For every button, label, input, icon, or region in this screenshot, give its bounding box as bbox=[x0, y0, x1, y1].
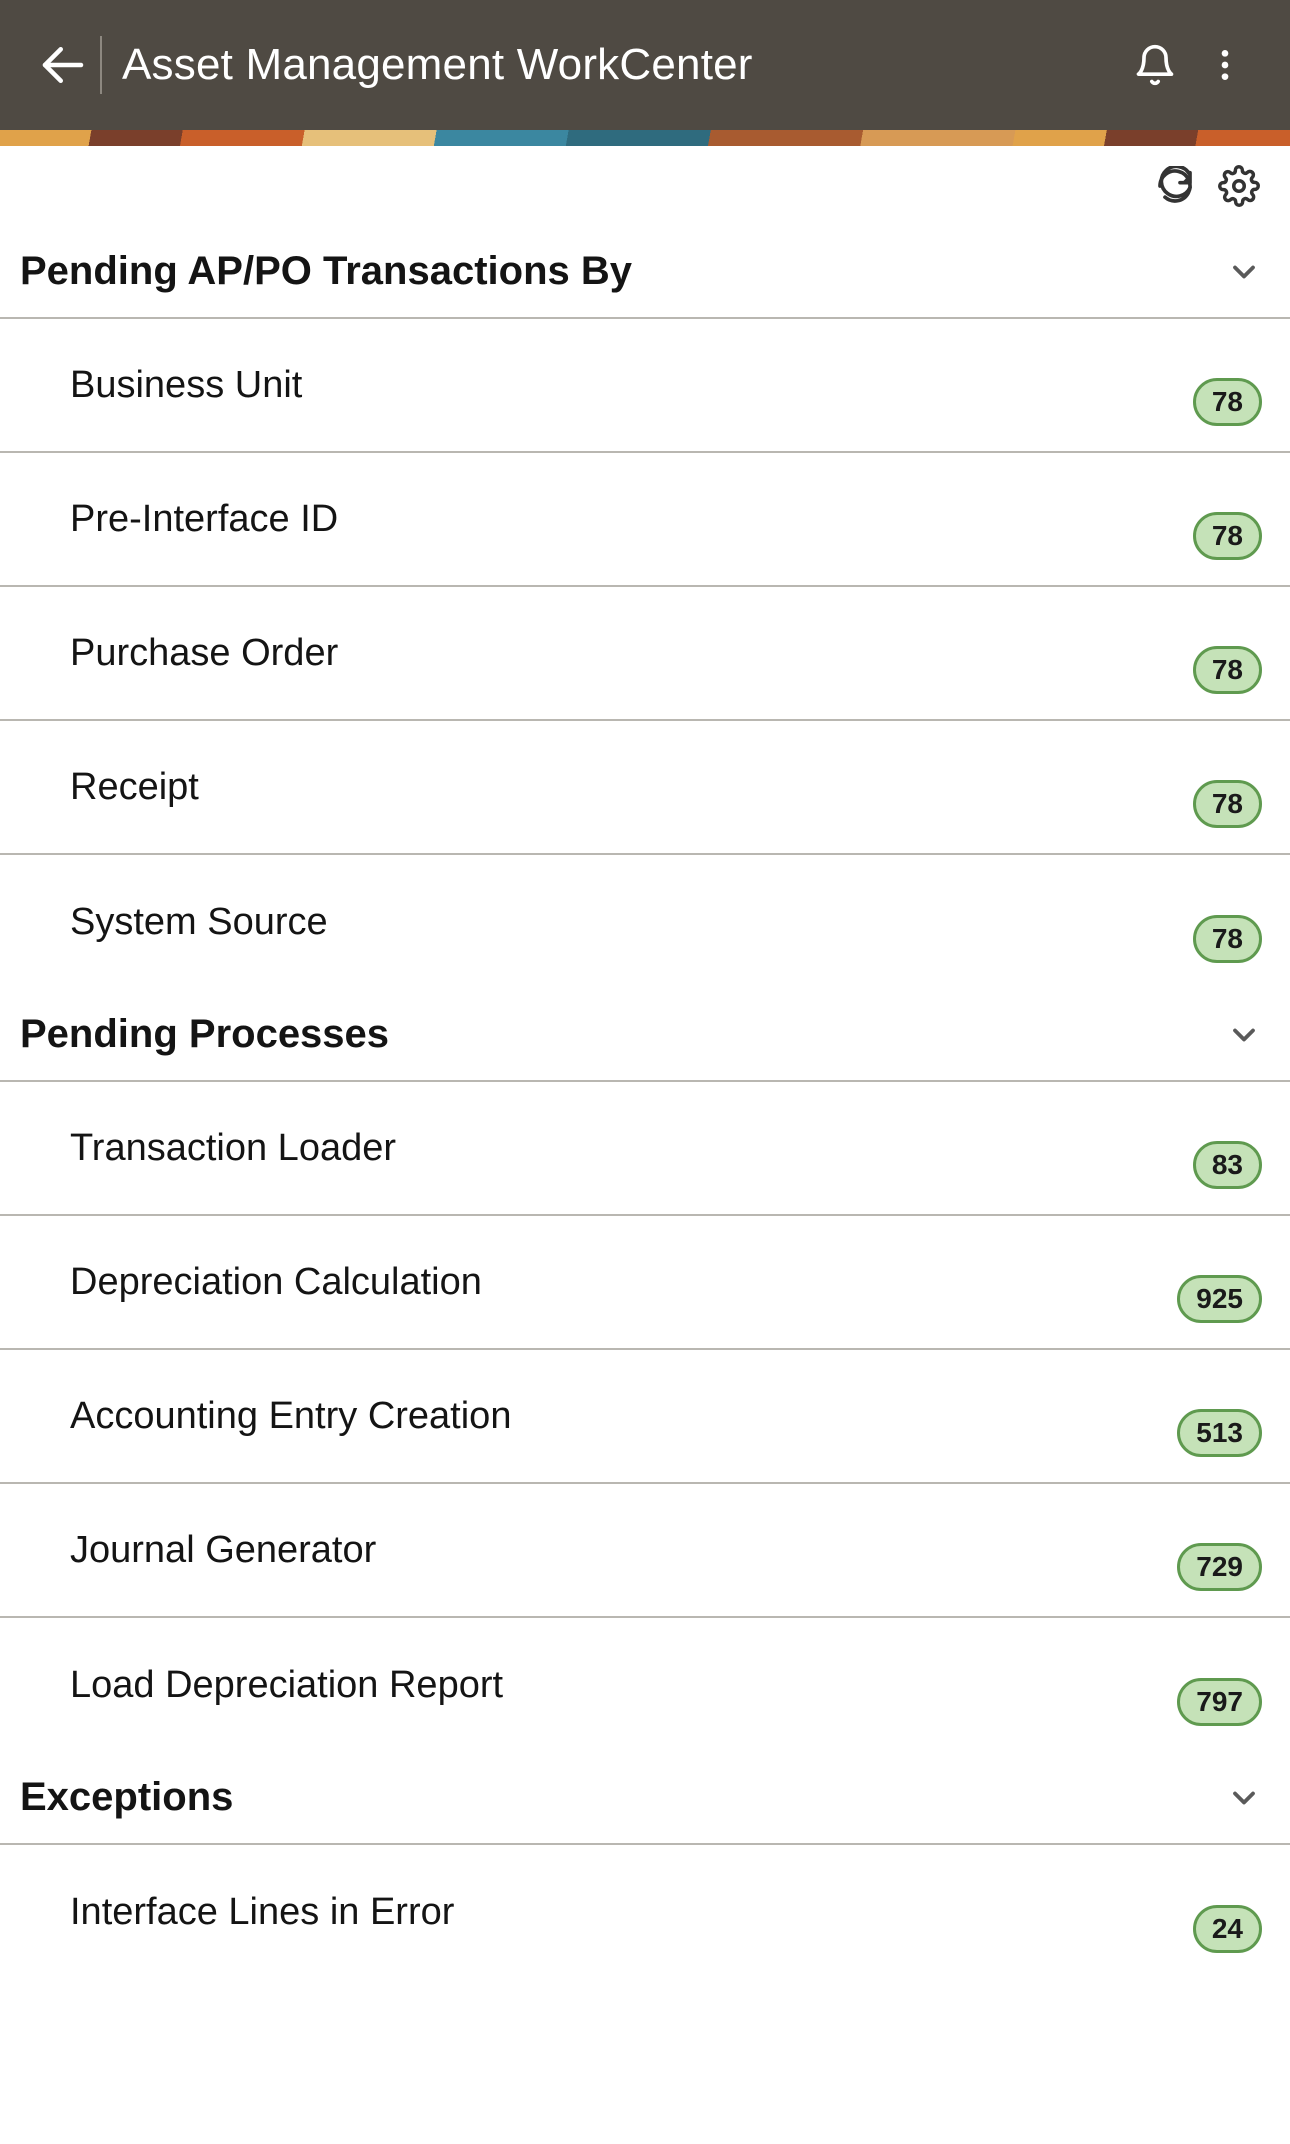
list-item[interactable]: Transaction Loader 83 bbox=[0, 1082, 1290, 1216]
list-item[interactable]: Interface Lines in Error 24 bbox=[0, 1845, 1290, 1979]
header-divider bbox=[100, 36, 102, 94]
settings-button[interactable] bbox=[1216, 163, 1262, 209]
list-item-label: Business Unit bbox=[70, 364, 302, 407]
list-item-label: Load Depreciation Report bbox=[70, 1664, 503, 1707]
list-item-label: Purchase Order bbox=[70, 632, 338, 675]
page-toolbar bbox=[0, 146, 1290, 226]
count-badge: 78 bbox=[1193, 780, 1262, 828]
list-item-label: System Source bbox=[70, 901, 328, 944]
count-badge: 24 bbox=[1193, 1905, 1262, 1953]
section-title: Exceptions bbox=[20, 1775, 233, 1820]
list-item-label: Interface Lines in Error bbox=[70, 1891, 454, 1934]
count-badge: 78 bbox=[1193, 915, 1262, 963]
chevron-down-icon bbox=[1226, 1011, 1262, 1058]
section-header-exceptions[interactable]: Exceptions bbox=[0, 1752, 1290, 1845]
list-item[interactable]: Purchase Order 78 bbox=[0, 587, 1290, 721]
kebab-icon bbox=[1205, 45, 1245, 85]
bell-icon bbox=[1133, 43, 1177, 87]
list-item[interactable]: Depreciation Calculation 925 bbox=[0, 1216, 1290, 1350]
gear-icon bbox=[1218, 165, 1260, 207]
section-header-pending-processes[interactable]: Pending Processes bbox=[0, 989, 1290, 1082]
count-badge: 78 bbox=[1193, 646, 1262, 694]
actions-menu-button[interactable] bbox=[1190, 30, 1260, 100]
list-item-label: Receipt bbox=[70, 766, 199, 809]
decorative-band bbox=[0, 130, 1290, 146]
count-badge: 797 bbox=[1177, 1678, 1262, 1726]
chevron-down-icon bbox=[1226, 248, 1262, 295]
list-item[interactable]: Load Depreciation Report 797 bbox=[0, 1618, 1290, 1752]
refresh-icon bbox=[1155, 166, 1195, 206]
list-item-label: Transaction Loader bbox=[70, 1127, 396, 1170]
list-item[interactable]: System Source 78 bbox=[0, 855, 1290, 989]
section-header-pending-ap-po[interactable]: Pending AP/PO Transactions By bbox=[0, 226, 1290, 319]
section-title: Pending Processes bbox=[20, 1012, 389, 1057]
chevron-down-icon bbox=[1226, 1774, 1262, 1821]
list-item[interactable]: Accounting Entry Creation 513 bbox=[0, 1350, 1290, 1484]
list-item[interactable]: Journal Generator 729 bbox=[0, 1484, 1290, 1618]
list-item[interactable]: Pre-Interface ID 78 bbox=[0, 453, 1290, 587]
page-title: Asset Management WorkCenter bbox=[122, 40, 1120, 90]
count-badge: 78 bbox=[1193, 512, 1262, 560]
refresh-button[interactable] bbox=[1152, 163, 1198, 209]
count-badge: 513 bbox=[1177, 1409, 1262, 1457]
list-item-label: Accounting Entry Creation bbox=[70, 1395, 511, 1438]
notifications-button[interactable] bbox=[1120, 30, 1190, 100]
list-item[interactable]: Business Unit 78 bbox=[0, 319, 1290, 453]
count-badge: 78 bbox=[1193, 378, 1262, 426]
section-title: Pending AP/PO Transactions By bbox=[20, 249, 632, 294]
count-badge: 729 bbox=[1177, 1543, 1262, 1591]
list-item-label: Journal Generator bbox=[70, 1529, 376, 1572]
list-item[interactable]: Receipt 78 bbox=[0, 721, 1290, 855]
back-button[interactable] bbox=[28, 30, 98, 100]
count-badge: 83 bbox=[1193, 1141, 1262, 1189]
list-item-label: Depreciation Calculation bbox=[70, 1261, 482, 1304]
app-header: Asset Management WorkCenter bbox=[0, 0, 1290, 130]
list-item-label: Pre-Interface ID bbox=[70, 498, 338, 541]
count-badge: 925 bbox=[1177, 1275, 1262, 1323]
